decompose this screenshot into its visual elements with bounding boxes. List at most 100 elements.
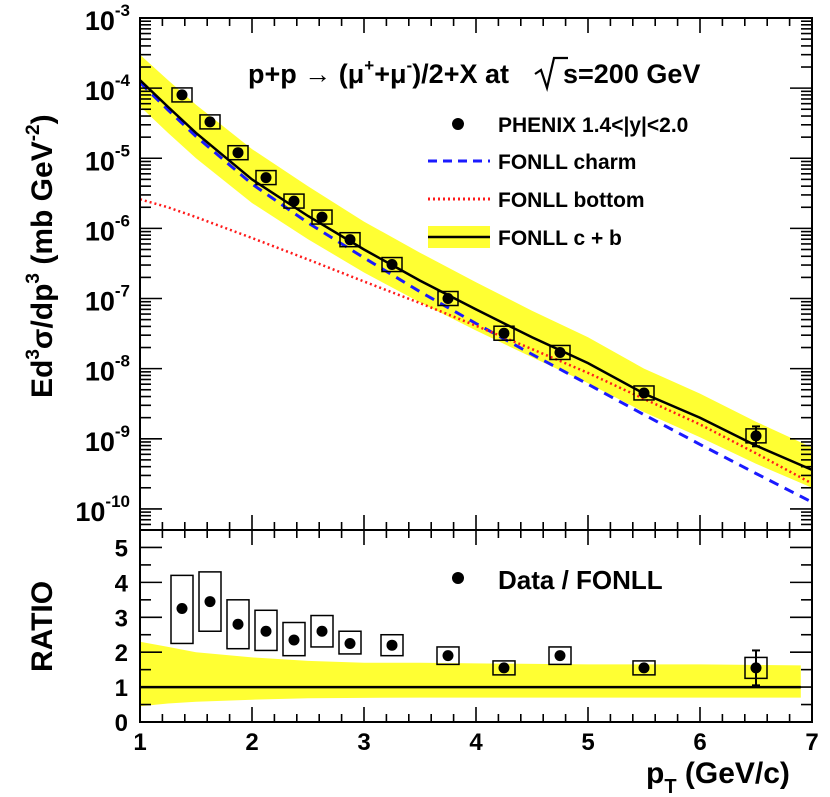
- spectrum-panel: 10-10 10-9 10-8 10-7 10-6 10-5 10-4 10-3: [75, 1, 813, 531]
- y-tick-label: 10-5: [85, 141, 130, 176]
- legend-label-charm: FONLL charm: [498, 151, 636, 174]
- data-point: [386, 259, 398, 271]
- x-tick-labels: 1 2 3 4 5 6 7: [133, 729, 818, 756]
- y-tick-label: 10-3: [85, 1, 130, 36]
- ratio-point: [386, 639, 398, 651]
- x-tick-label: 4: [469, 729, 483, 756]
- systematic-box: [437, 290, 459, 307]
- y-tick-label: 10-10: [75, 492, 130, 527]
- ratio-y-tick-label: 0: [115, 710, 128, 737]
- ratio-point: [442, 650, 454, 662]
- ratio-systematic-box: [254, 609, 278, 652]
- phenix-data-points: [171, 87, 767, 448]
- ratio-systematic-box: [436, 646, 460, 666]
- y-tick-label: 10-7: [85, 282, 130, 317]
- x-tick-label: 2: [245, 729, 258, 756]
- x-tick-label: 7: [805, 729, 818, 756]
- ratio-y-tick-label: 2: [115, 640, 128, 667]
- ratio-systematic-box: [632, 660, 656, 676]
- data-point: [638, 387, 650, 399]
- ratio-y-tick-labels: 0 1 2 3 4 5: [115, 535, 129, 737]
- ratio-systematic-box: [492, 660, 516, 676]
- data-point: [344, 234, 356, 246]
- fonll-band: [140, 54, 812, 488]
- chart-title-energy: s=200 GeV: [563, 59, 700, 89]
- ratio-point: [176, 603, 188, 615]
- y-tick-label: 10-8: [85, 352, 130, 387]
- data-point: [288, 195, 300, 207]
- ratio-y-tick-label: 5: [115, 535, 128, 562]
- y-tick-label: 10-4: [85, 71, 131, 106]
- ratio-systematic-box: [170, 574, 194, 645]
- ratio-y-tick-label: 3: [115, 605, 128, 632]
- systematic-box: [255, 169, 277, 186]
- ratio-systematic-box: [226, 599, 250, 650]
- x-tick-label: 3: [357, 729, 370, 756]
- legend-marker-ratio: [452, 572, 464, 584]
- data-point: [204, 116, 216, 128]
- ratio-systematic-box: [338, 630, 362, 655]
- x-axis-title: pT (GeV/c): [646, 757, 790, 797]
- spectrum-axis-ticks: [139, 17, 813, 530]
- x-tick-label: 5: [581, 729, 594, 756]
- systematic-box: [171, 87, 193, 103]
- systematic-box: [633, 385, 655, 401]
- ratio-point: [232, 618, 244, 630]
- data-point: [232, 147, 244, 159]
- chart-title: p+p → (μ++μ-)/2+X at: [248, 56, 509, 89]
- ratio-axis-ticks: [139, 529, 813, 723]
- systematic-box: [493, 325, 515, 341]
- ratio-y-axis-title: RATIO: [26, 581, 59, 672]
- spectrum-legend: PHENIX 1.4<|y|<2.0 FONLL charm FONLL bot…: [428, 114, 688, 250]
- legend-label-cb: FONLL c + b: [498, 227, 622, 250]
- systematic-box: [339, 231, 361, 248]
- ratio-systematic-box: [310, 614, 334, 648]
- ratio-y-tick-label: 1: [115, 675, 128, 702]
- ratio-point: [316, 625, 328, 637]
- x-tick-label: 1: [133, 729, 146, 756]
- ratio-systematic-box: [548, 646, 572, 666]
- systematic-box: [381, 256, 403, 273]
- ratio-systematic-box: [282, 621, 306, 657]
- systematic-box: [227, 144, 249, 161]
- spectrum-frame: [139, 17, 813, 531]
- data-point: [260, 172, 272, 184]
- ratio-point: [288, 634, 300, 646]
- legend-label-phenix: PHENIX 1.4<|y|<2.0: [498, 114, 688, 137]
- ratio-data-points: [170, 571, 768, 687]
- ratio-y-tick-label: 4: [115, 570, 129, 597]
- systematic-box: [549, 344, 571, 361]
- data-point: [316, 211, 328, 223]
- systematic-box: [311, 209, 333, 225]
- ratio-point: [750, 662, 762, 674]
- data-point: [750, 430, 762, 442]
- data-point: [554, 346, 566, 358]
- ratio-point: [554, 650, 566, 662]
- ratio-systematic-box: [198, 571, 222, 632]
- spectrum-y-tick-labels: 10-10 10-9 10-8 10-7 10-6 10-5 10-4 10-3: [75, 1, 130, 527]
- ratio-point: [260, 625, 272, 637]
- data-point: [442, 293, 454, 305]
- data-point: [498, 327, 510, 339]
- spectrum-y-axis-title: Ed3σ/dp3 (mb GeV-2): [23, 114, 59, 398]
- systematic-box: [283, 193, 305, 209]
- ratio-uncertainty-band: [140, 641, 801, 707]
- sqrt-sign-icon: [534, 56, 568, 93]
- legend-label-ratio: Data / FONLL: [498, 565, 663, 595]
- ratio-point: [498, 662, 510, 674]
- fonll-charm-line: [138, 81, 813, 504]
- systematic-box: [199, 114, 221, 130]
- ratio-point: [344, 637, 356, 649]
- legend-label-bottom: FONLL bottom: [498, 189, 645, 212]
- x-tick-label: 6: [693, 729, 706, 756]
- ratio-band: [140, 641, 801, 707]
- ratio-point: [204, 596, 216, 608]
- y-tick-label: 10-9: [85, 422, 130, 457]
- y-tick-label: 10-6: [85, 211, 130, 246]
- fonll-uncertainty-band: [140, 54, 812, 488]
- legend-marker-phenix: [452, 118, 464, 130]
- data-point: [176, 89, 188, 101]
- ratio-systematic-box: [380, 633, 404, 657]
